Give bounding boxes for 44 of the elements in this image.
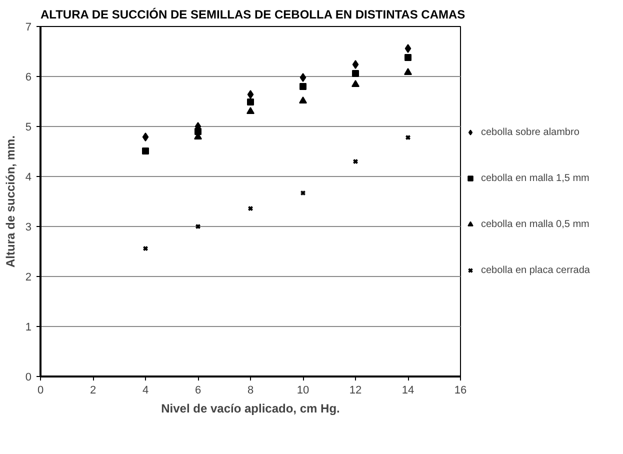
point <box>142 148 149 154</box>
x-tick-label: 8 <box>247 384 254 396</box>
legend-label: cebolla en malla 0,5 mm <box>481 218 590 230</box>
point <box>404 68 412 76</box>
y-tick-label: 3 <box>25 222 32 234</box>
legend-label: cebolla sobre alambro <box>481 126 580 138</box>
x-tick-label: 2 <box>90 384 96 396</box>
point <box>405 134 411 140</box>
y-tick-label: 4 <box>25 172 32 184</box>
legend-label: cebolla en malla 1,5 mm <box>481 172 590 184</box>
y-tick-label: 7 <box>25 22 32 34</box>
point <box>247 90 254 99</box>
point <box>246 106 254 114</box>
x-tick-label: 0 <box>37 384 44 396</box>
point <box>248 206 254 212</box>
point <box>142 246 148 252</box>
point <box>142 132 149 142</box>
point <box>300 190 306 196</box>
x-tick-label: 10 <box>296 384 310 396</box>
x-tick-label: 16 <box>454 384 467 396</box>
point <box>299 96 307 104</box>
point <box>352 70 359 77</box>
point <box>352 80 360 88</box>
y-tick-label: 2 <box>25 272 32 284</box>
x-tick-label: 4 <box>142 384 149 396</box>
point <box>300 83 306 90</box>
y-axis-title: Altura de succión, mm. <box>3 135 18 268</box>
point <box>352 60 359 69</box>
legend-label: cebolla en placa cerrada <box>481 264 590 276</box>
x-axis-title: Nivel de vacío aplicado, cm Hg. <box>161 402 340 416</box>
y-tick-label: 5 <box>25 122 32 134</box>
point <box>300 73 306 82</box>
point <box>404 54 412 61</box>
x-tick-label: 12 <box>349 384 362 396</box>
y-tick-label: 6 <box>25 72 32 84</box>
point <box>352 158 358 164</box>
x-tick-label: 14 <box>402 384 414 396</box>
point <box>404 44 412 53</box>
point <box>195 224 201 230</box>
y-tick-label: 0 <box>25 372 32 384</box>
y-tick-label: 1 <box>25 322 32 334</box>
point <box>247 98 254 106</box>
chart-title: ALTURA DE SUCCIÓN DE SEMILLAS DE CEBOLLA EN DISTINTAS CAMAS <box>40 8 466 22</box>
x-tick-label: 6 <box>194 384 202 396</box>
